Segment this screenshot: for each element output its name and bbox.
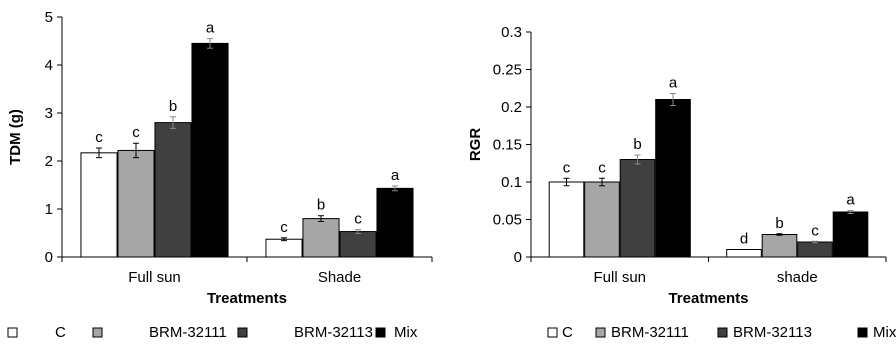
legend-swatch <box>595 327 606 338</box>
x-category-label: shade <box>777 269 818 286</box>
significance-letter: c <box>95 129 103 146</box>
significance-letter: b <box>775 215 783 232</box>
significance-letter: c <box>563 159 571 176</box>
y-axis-title: RGR <box>467 128 484 162</box>
bar-mix <box>376 187 414 258</box>
legend-label: BRM-32113 <box>294 324 373 341</box>
bar-brm-32113 <box>154 122 192 258</box>
legend-swatch <box>7 327 18 338</box>
legend-swatch <box>717 327 728 338</box>
bar-mix <box>191 42 229 258</box>
rgr-chart-svg: 0 0.05 0.1 0.15 0.2 0.25 0.3 Full sun c c b a shade d… <box>467 24 896 341</box>
y-tick-label: 0.15 <box>493 137 522 154</box>
legend-label: Mix <box>394 324 418 341</box>
legend-label: C <box>55 324 66 341</box>
tdm-chart: 0 1 2 3 4 5 Full sun c c b a Shade c b c a Treatments TDM… <box>7 9 433 341</box>
y-tick-label: 1 <box>45 201 53 218</box>
significance-letter: a <box>669 75 678 92</box>
significance-letter: b <box>169 98 177 115</box>
x-category-label: Full sun <box>128 269 181 286</box>
bar-brm-32113 <box>797 241 833 258</box>
significance-letter: c <box>132 124 140 141</box>
legend-label: BRM-32113 <box>733 324 812 341</box>
x-category-label: Shade <box>318 269 361 286</box>
bar-mix <box>832 211 869 258</box>
bar-brm-32113 <box>339 231 377 258</box>
legend-swatch <box>375 327 386 338</box>
bar-c <box>265 238 303 258</box>
bar-mix <box>655 99 691 258</box>
x-axis-title: Treatments <box>207 290 287 307</box>
y-tick-label: 2 <box>45 153 53 170</box>
significance-letter: d <box>740 231 748 248</box>
y-tick-label: 0 <box>514 249 522 266</box>
y-tick-label: 0 <box>45 249 53 266</box>
legend-swatch <box>92 327 103 338</box>
significance-letter: b <box>317 197 325 214</box>
y-tick-label: 0.05 <box>493 212 522 229</box>
legend-label: BRM-32111 <box>149 324 227 341</box>
bar-brm-32113 <box>619 159 656 258</box>
legend-swatch <box>857 327 868 338</box>
y-tick-label: 3 <box>45 105 53 122</box>
legend-label: BRM-32111 <box>611 324 689 341</box>
bar-brm-32111 <box>584 181 620 258</box>
significance-letter: c <box>811 222 819 239</box>
bar-brm-32111 <box>761 234 798 258</box>
significance-letter: b <box>633 136 641 153</box>
significance-letter: a <box>206 20 215 37</box>
significance-letter: a <box>846 192 855 209</box>
y-tick-label: 0.1 <box>501 174 522 191</box>
significance-letter: a <box>391 167 400 184</box>
x-axis-title: Treatments <box>668 290 748 307</box>
legend-label: C <box>562 324 573 341</box>
y-tick-label: 0.3 <box>501 24 522 41</box>
legend-swatch <box>547 327 558 338</box>
y-tick-label: 5 <box>45 9 53 26</box>
bar-brm-32111 <box>117 149 155 258</box>
bar-brm-32111 <box>302 218 340 258</box>
significance-letter: c <box>598 159 606 176</box>
legend-label: Mix <box>873 324 896 341</box>
bar-c <box>726 249 762 258</box>
bar-c <box>548 181 585 258</box>
tdm-chart-svg: 0 1 2 3 4 5 Full sun c c b a Shade c b c a Treatments TDM… <box>7 9 433 341</box>
significance-letter: c <box>354 211 362 228</box>
x-category-label: Full sun <box>593 269 646 286</box>
y-tick-label: 0.2 <box>501 99 522 116</box>
y-axis-title: TDM (g) <box>7 109 24 165</box>
significance-letter: c <box>280 219 288 236</box>
y-tick-label: 0.25 <box>493 62 522 79</box>
rgr-chart: 0 0.05 0.1 0.15 0.2 0.25 0.3 Full sun c c b a shade d… <box>448 0 896 346</box>
legend-swatch <box>237 327 248 338</box>
bar-c <box>80 152 118 258</box>
y-tick-label: 4 <box>45 57 53 74</box>
